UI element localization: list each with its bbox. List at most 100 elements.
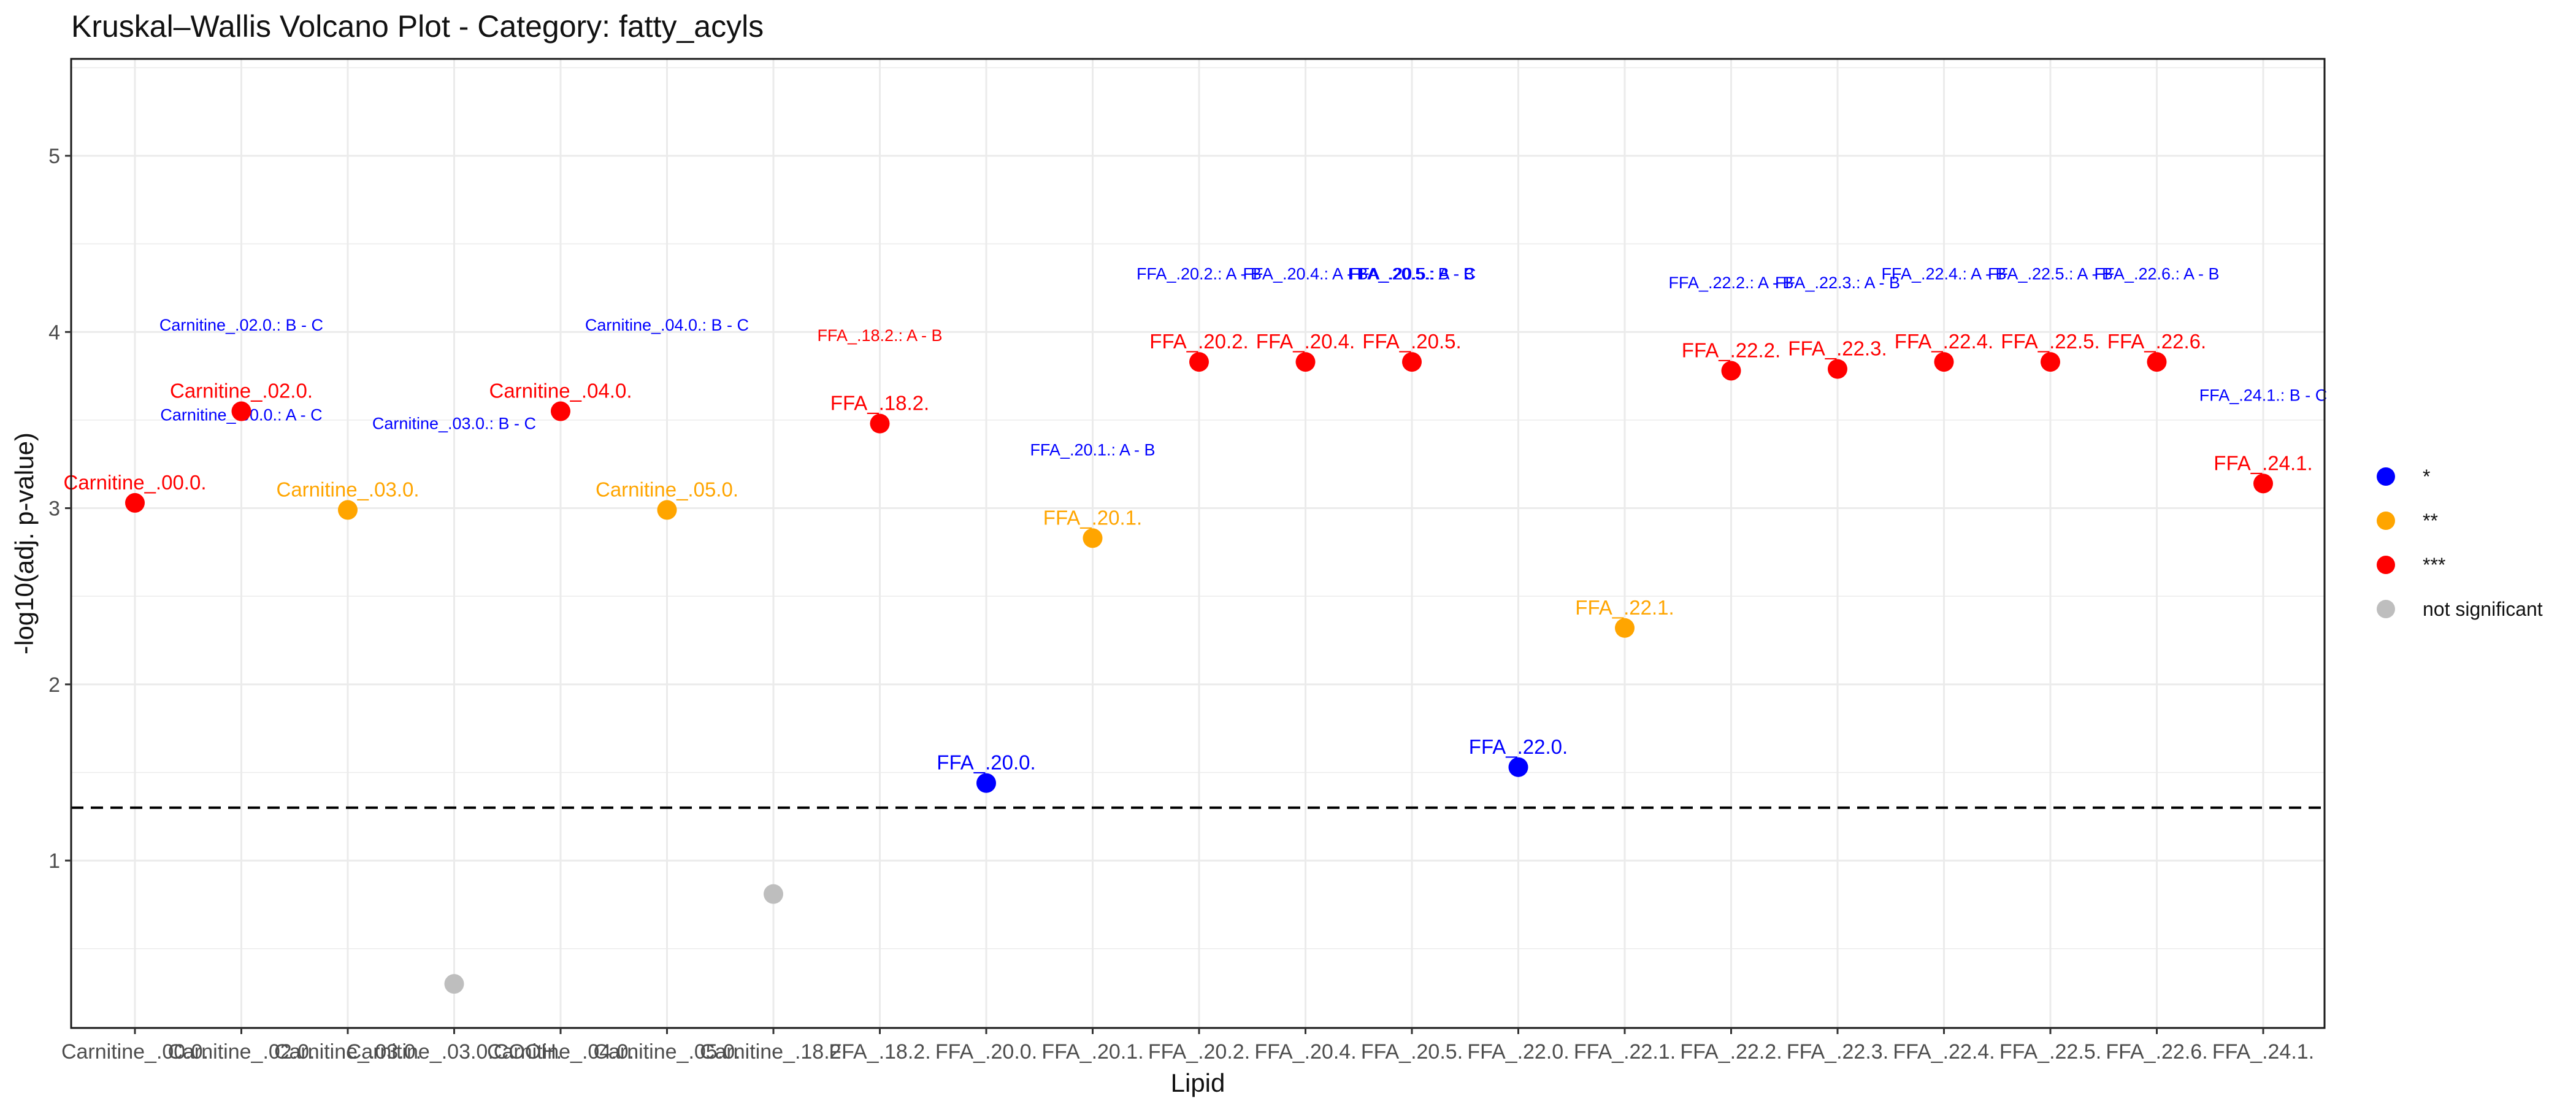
data-point <box>1934 352 1954 372</box>
comparison-label: FFA_.20.5.: B - C <box>1348 264 1476 283</box>
x-tick-label: Carnitine_.02.0. <box>167 1040 315 1064</box>
plot-border <box>70 58 2326 1029</box>
data-point <box>2041 352 2060 372</box>
data-point <box>1083 528 1103 548</box>
legend-key <box>2377 600 2395 618</box>
data-point <box>2253 473 2273 494</box>
x-tick-label: FFA_.20.5. <box>1361 1040 1463 1064</box>
legend-key <box>2377 467 2395 486</box>
point-label: Carnitine_.05.0. <box>596 478 738 500</box>
legend-label: * <box>2423 466 2430 488</box>
y-tick-label: 2 <box>48 673 60 697</box>
comparison-label: FFA_.22.6.: A - B <box>2094 264 2219 283</box>
point-labels: Carnitine_.00.0. Carnitine_.02.0. Carnitin… <box>64 330 2313 774</box>
point-label: Carnitine_.02.0. <box>170 380 313 402</box>
y-axis-title: -log10(adj. p-value) <box>10 432 39 654</box>
legend-label: not significant <box>2423 598 2543 620</box>
y-tick-label: 3 <box>48 497 60 521</box>
point-label: FFA_.20.2. <box>1149 330 1248 353</box>
x-tick-label: FFA_.22.4. <box>1893 1040 1995 1064</box>
chart-title: Kruskal–Wallis Volcano Plot - Category: … <box>71 9 764 44</box>
point-label: FFA_.22.6. <box>2107 330 2206 353</box>
point-label: FFA_.20.4. <box>1256 330 1355 353</box>
y-tick-label: 4 <box>48 321 60 344</box>
legend-label: ** <box>2423 510 2438 532</box>
plot-panel <box>71 59 2325 1028</box>
comparison-labels: Carnitine_.02.0.: B - CCarnitine_.00.0.:… <box>159 264 2327 459</box>
data-point <box>1508 757 1528 777</box>
data-point <box>1615 618 1635 638</box>
point-label: FFA_.22.1. <box>1575 596 1674 619</box>
x-tick-label: Carnitine_.03.0. <box>274 1040 421 1064</box>
comparison-label: FFA_.20.4.: A - B <box>1243 264 1368 283</box>
x-tick-label: FFA_.18.2. <box>829 1040 930 1064</box>
point-label: FFA_.22.2. <box>1682 339 1781 361</box>
x-tick-label: Carnitine_.18.2. <box>700 1040 847 1064</box>
point-label: FFA_.22.5. <box>2001 330 2099 353</box>
comparison-label: FFA_.22.2.: A - B <box>1668 274 1793 292</box>
point-label: FFA_.24.1. <box>2214 451 2312 474</box>
comparison-label: FFA_.22.5.: A - B <box>1988 264 2113 283</box>
point-label: FFA_.22.0. <box>1469 735 1568 758</box>
y-tick-label: 5 <box>48 145 60 168</box>
legend: ******not significant <box>2377 466 2543 620</box>
point-label: Carnitine_.04.0. <box>489 380 632 402</box>
x-axis-title: Lipid <box>1171 1068 1225 1097</box>
data-point <box>1189 352 1209 372</box>
point-label: Carnitine_.00.0. <box>64 471 207 494</box>
x-tick-label: FFA_.22.5. <box>1999 1040 2101 1064</box>
data-point <box>551 401 570 421</box>
legend-key <box>2377 556 2395 574</box>
comparison-label: Carnitine_.03.0.: B - C <box>372 415 536 433</box>
y-tick-label: 1 <box>48 849 60 873</box>
data-point <box>976 773 996 793</box>
data-point <box>231 401 251 421</box>
x-tick-label: Carnitine_.04.0. <box>487 1040 634 1064</box>
comparison-label: FFA_.20.5.: A - B <box>1349 264 1474 283</box>
point-label: FFA_.20.1. <box>1043 506 1142 529</box>
comparison-label: FFA_.24.1.: B - C <box>2199 386 2328 405</box>
data-point <box>764 884 783 904</box>
grid <box>71 59 2325 1028</box>
comparison-label: FFA_.22.3.: A - B <box>1775 274 1900 292</box>
point-label: FFA_.22.3. <box>1788 337 1887 360</box>
data-point <box>125 493 145 513</box>
data-point <box>657 500 677 520</box>
x-tick-label: FFA_.20.1. <box>1041 1040 1143 1064</box>
comparison-label: Carnitine_.02.0.: B - C <box>159 316 323 334</box>
x-tick-label: FFA_.22.0. <box>1467 1040 1569 1064</box>
data-point <box>870 413 890 434</box>
x-tick-label: FFA_.20.2. <box>1148 1040 1250 1064</box>
comparison-label: FFA_.22.4.: A - B <box>1881 264 2006 283</box>
data-point <box>1402 352 1422 372</box>
comparison-label: Carnitine_.04.0.: B - C <box>585 316 749 334</box>
data-point <box>2147 352 2167 372</box>
data-point <box>338 500 358 520</box>
x-tick-label: FFA_.24.1. <box>2212 1040 2314 1064</box>
comparison-label: FFA_.18.2.: A - B <box>817 326 942 345</box>
x-tick-label: Carnitine_.03.0.COOH. <box>347 1040 562 1064</box>
x-tick-label: FFA_.20.0. <box>935 1040 1037 1064</box>
point-label: FFA_.20.0. <box>937 751 1035 774</box>
x-tick-label: Carnitine_.05.0. <box>593 1040 740 1064</box>
x-axis: Carnitine_.00.0.Carnitine_.02.0.Carnitin… <box>61 1028 2314 1064</box>
point-label: FFA_.22.4. <box>1895 330 1993 353</box>
legend-label: *** <box>2423 554 2445 576</box>
comparison-label: FFA_.20.2.: A - B <box>1137 264 1262 283</box>
point-label: FFA_.18.2. <box>830 392 929 415</box>
x-tick-label: Carnitine_.00.0. <box>61 1040 209 1064</box>
legend-key <box>2377 512 2395 530</box>
data-point <box>444 974 464 994</box>
data-point <box>1721 361 1741 381</box>
x-tick-label: FFA_.22.1. <box>1574 1040 1676 1064</box>
data-points <box>125 352 2273 994</box>
point-label: Carnitine_.03.0. <box>277 478 420 500</box>
y-axis: 1 2 3 4 5 <box>48 145 71 873</box>
x-tick-label: FFA_.22.6. <box>2106 1040 2207 1064</box>
x-tick-label: FFA_.22.2. <box>1680 1040 1782 1064</box>
x-tick-label: FFA_.20.4. <box>1254 1040 1356 1064</box>
point-label: FFA_.20.5. <box>1362 330 1461 353</box>
comparison-label: FFA_.20.1.: A - B <box>1030 441 1155 459</box>
x-tick-label: FFA_.22.3. <box>1787 1040 1888 1064</box>
